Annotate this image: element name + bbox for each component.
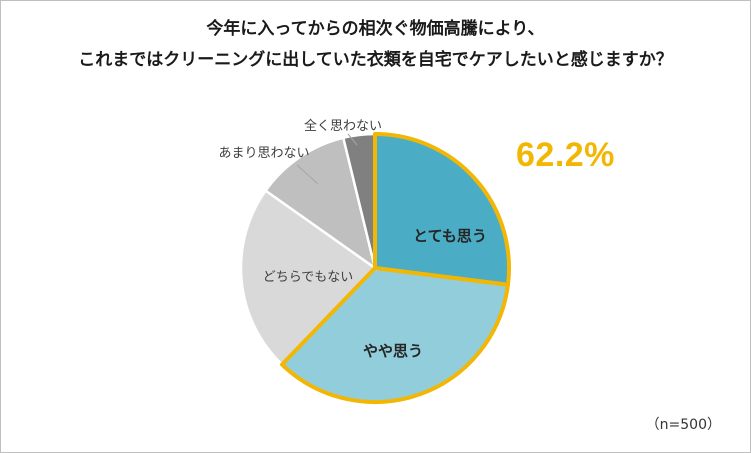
sample-size-note: （n=500）: [645, 417, 721, 433]
title-line-1: 今年に入ってからの相次ぐ物価高騰により、: [206, 19, 545, 39]
slice-label-2: やや思う: [363, 342, 423, 360]
leader-line-4: [296, 164, 319, 185]
pie-slice-3: [239, 188, 377, 367]
title-line-2: これまではクリーニングに出していた衣類を自宅でケアしたいと感じますか？: [78, 50, 673, 70]
pie-slice-4: [263, 136, 378, 271]
slice-label-3: どちらでもない: [263, 270, 354, 285]
slice-label-1: とても思う: [413, 227, 487, 245]
pie-slices: [239, 132, 511, 404]
pie-slice-1: [373, 132, 511, 287]
slice-label-5: 全く思わない: [304, 118, 382, 134]
chart-title: 今年に入ってからの相次ぐ物価高騰により、 これまではクリーニングに出していた衣類…: [0, 14, 751, 76]
highlight-total-percent: 62.2%: [516, 136, 615, 174]
leader-line-5: [347, 133, 358, 146]
slice-label-4: あまり思わない: [218, 146, 309, 161]
highlight-outline-1: [373, 132, 511, 287]
highlight-outline-2: [280, 266, 510, 404]
